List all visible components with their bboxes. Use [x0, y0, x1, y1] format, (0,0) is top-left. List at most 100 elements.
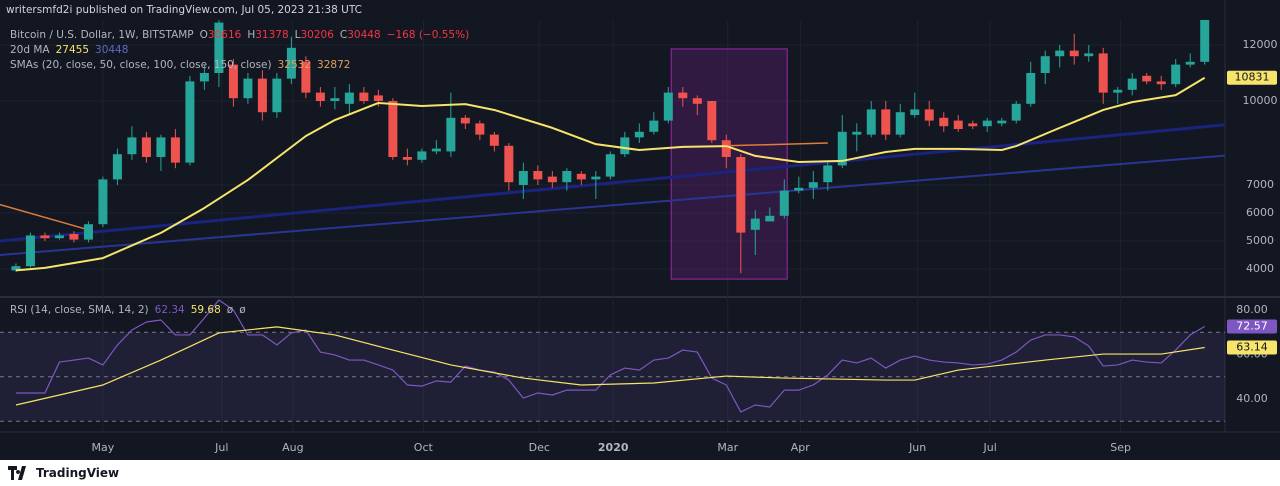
sma-value: 32872 [317, 59, 351, 71]
axes: May Jul Aug Oct Dec 2020 Mar Apr Jun Jul Sep 4000 50… [92, 38, 1278, 454]
candle-body [431, 148, 441, 152]
x-tick-label: Aug [282, 441, 303, 454]
candle-body [141, 137, 151, 158]
candle-body [417, 151, 427, 160]
candle-body [1171, 64, 1181, 85]
candle-body [547, 176, 557, 183]
candle-body [721, 140, 731, 158]
candle-body [1098, 53, 1108, 93]
legend-sma: SMAs (20, close, 50, close, 100, close, … [10, 59, 350, 71]
candle-body [634, 131, 644, 138]
candle-body [982, 120, 992, 127]
rsi-band [0, 332, 1225, 422]
value-badge [1227, 340, 1277, 355]
x-tick-label: Apr [791, 441, 811, 454]
publisher: writersmfd2i published on TradingView.co… [6, 4, 362, 16]
value-badge [1227, 319, 1277, 334]
candle-body [837, 131, 847, 166]
x-tick-label: Oct [414, 441, 434, 454]
candle-body [460, 117, 470, 124]
candle-body [823, 165, 833, 183]
candle-body [518, 171, 528, 186]
ohlc-value: 30616 [207, 29, 242, 41]
ma-line [15, 76, 1206, 272]
candle-body [1040, 56, 1050, 74]
candle-body [605, 154, 615, 177]
y-tick-label: 4000 [1246, 262, 1274, 275]
candle-body [373, 95, 383, 102]
candle-body [562, 171, 572, 183]
price-axis-bg [1225, 0, 1280, 460]
candle-body [504, 145, 514, 183]
brand: TradingView [36, 466, 120, 480]
ma-value: 27455 [55, 44, 90, 56]
price-badge [1227, 70, 1277, 85]
candle-body [765, 215, 775, 222]
candle-body [344, 92, 354, 104]
candle-body [750, 218, 760, 230]
grid [0, 20, 1225, 432]
ohlc-value: 31378 [255, 29, 289, 41]
candle-body [388, 101, 398, 158]
symbol: Bitcoin / U.S. Dollar, 1W, BITSTAMP [10, 29, 194, 41]
rsi-line [15, 299, 1206, 413]
candle-body [1142, 75, 1152, 82]
candle-body [939, 117, 949, 127]
x-tick-label: May [92, 441, 115, 454]
candle-body [286, 47, 296, 79]
rsi-tick-label: 40.00 [1236, 392, 1268, 405]
x-tick-label: Jul [214, 441, 228, 454]
candle-body [156, 137, 166, 158]
candle-body [214, 22, 224, 74]
candle-body [446, 117, 456, 152]
y-tick-label: 12000 [1243, 38, 1278, 51]
candle-body [779, 190, 789, 216]
rsi-extra: ø [226, 304, 234, 316]
legend-rsi: RSI (14, close, SMA, 14, 2) 62.34 59.68 … [10, 304, 246, 316]
sma-line [0, 142, 828, 231]
rsi-pane [0, 299, 1225, 422]
x-tick-label: Sep [1110, 441, 1131, 454]
candle-body [1026, 73, 1036, 104]
candle-body [1113, 89, 1123, 93]
x-tick-label: Jun [908, 441, 926, 454]
candle-body [315, 92, 325, 102]
chart: May Jul Aug Oct Dec 2020 Mar Apr Jun Jul Sep 4000 50… [0, 0, 1280, 460]
candle-body [678, 92, 688, 99]
candle-body [1011, 103, 1021, 121]
y-tick-label: 10000 [1243, 94, 1278, 107]
candle-body [808, 182, 818, 188]
y-tick-label: 5000 [1246, 234, 1274, 247]
x-tick-label: 2020 [598, 441, 629, 454]
candle-body [968, 123, 978, 127]
candle-body [54, 235, 64, 239]
candle-body [272, 78, 282, 113]
candle-body [591, 176, 601, 180]
ma-value: 30448 [95, 44, 129, 56]
candle-body [953, 120, 963, 130]
candle-body [576, 173, 586, 180]
sma-value: 32532 [277, 59, 312, 71]
candle-body [866, 109, 876, 135]
candle-body [852, 131, 862, 135]
sma-line [0, 154, 1225, 257]
candle-body [25, 235, 35, 267]
ohlc-value: 30448 [347, 29, 381, 41]
ohlc-label: H [247, 29, 256, 41]
change: −168 (−0.55%) [386, 29, 470, 41]
rsi-ma-value: 59.68 [190, 304, 221, 316]
candle-body [620, 137, 630, 155]
candle-body [794, 187, 804, 191]
candle-body [881, 109, 891, 135]
candle-body [1055, 50, 1065, 57]
value-badge-label: 72.57 [1236, 320, 1268, 333]
ohlc-item: C30448 [340, 29, 381, 41]
candle-body [475, 123, 485, 135]
y-tick-label: 6000 [1246, 206, 1274, 219]
ohlc-item: L30206 [295, 29, 334, 41]
highlight-box [670, 48, 788, 280]
candle-body [69, 234, 79, 240]
legend-symbol: Bitcoin / U.S. Dollar, 1W, BITSTAMP O306… [10, 29, 469, 41]
x-tick-label: Mar [717, 441, 738, 454]
footer: TradingView [0, 460, 1280, 486]
